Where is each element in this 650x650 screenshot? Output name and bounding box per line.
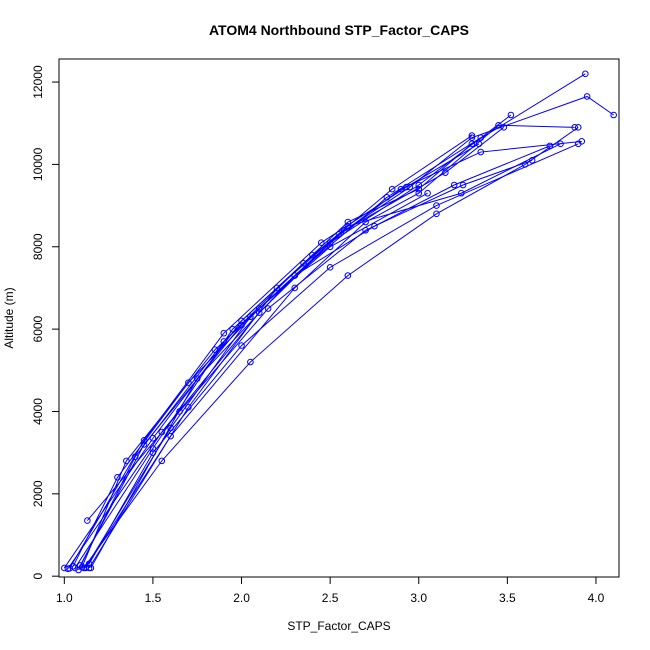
data-point <box>450 181 458 189</box>
series-layer <box>61 70 617 574</box>
data-point <box>415 189 423 197</box>
series-line <box>85 126 505 568</box>
x-axis-label: STP_Factor_CAPS <box>287 619 390 633</box>
data-point <box>582 70 589 78</box>
data-point <box>371 222 378 230</box>
data-point <box>273 284 281 292</box>
data-point <box>255 309 263 316</box>
data-point <box>167 432 174 440</box>
y-axis: 0 2000 4000 6000 8000 10000 12000 <box>31 65 60 580</box>
data-point <box>574 140 582 148</box>
x-axis: 1.0 1.5 2.0 2.5 3.0 3.5 4.0 <box>56 576 605 605</box>
y-tick-label: 10000 <box>31 147 45 181</box>
data-point <box>500 124 508 131</box>
data-point <box>220 338 228 345</box>
data-point <box>610 111 617 119</box>
x-tick-label: 2.0 <box>233 591 250 605</box>
series-line <box>72 192 428 567</box>
series-line <box>90 145 551 569</box>
data-point <box>507 111 515 119</box>
data-point <box>341 226 348 234</box>
series-line <box>88 143 561 569</box>
data-point <box>546 142 554 150</box>
data-point <box>82 564 89 571</box>
data-point <box>459 181 467 189</box>
data-point <box>264 305 272 312</box>
data-point <box>255 305 263 312</box>
data-point <box>344 272 352 279</box>
data-point <box>114 474 121 481</box>
series-line <box>83 126 579 569</box>
data-point <box>149 449 157 456</box>
y-tick-label: 2000 <box>31 480 45 507</box>
data-point <box>238 342 245 349</box>
data-point <box>220 329 228 337</box>
data-point <box>85 560 93 568</box>
data-point <box>78 563 86 571</box>
data-point <box>433 210 440 218</box>
data-point <box>185 379 192 386</box>
y-tick-label: 4000 <box>31 398 45 425</box>
data-point <box>158 457 166 465</box>
data-point <box>66 565 73 572</box>
data-point <box>477 148 485 156</box>
data-point <box>247 313 254 321</box>
x-tick-label: 1.0 <box>56 591 73 605</box>
data-point <box>574 124 582 131</box>
y-tick-label: 8000 <box>31 233 45 260</box>
data-point <box>477 134 485 141</box>
data-point <box>123 457 130 465</box>
data-point <box>84 517 91 524</box>
data-point <box>468 132 476 139</box>
data-point <box>403 183 410 191</box>
data-point <box>140 436 148 444</box>
chart-title: ATOM4 Northbound STP_Factor_CAPS <box>209 22 469 38</box>
data-point <box>433 202 440 209</box>
data-point <box>229 325 236 333</box>
y-tick-label: 0 <box>31 573 45 580</box>
y-tick-label: 6000 <box>31 315 45 342</box>
data-point <box>528 156 536 164</box>
data-point <box>442 169 449 176</box>
data-point <box>149 434 157 442</box>
x-tick-label: 4.0 <box>588 591 605 605</box>
data-point <box>468 140 476 148</box>
data-point <box>388 185 396 193</box>
y-axis-label: Altitude (m) <box>2 287 16 348</box>
x-tick-label: 3.5 <box>499 591 516 605</box>
data-point <box>583 93 591 100</box>
data-point <box>424 189 431 197</box>
data-point <box>247 358 254 366</box>
x-tick-label: 2.5 <box>322 591 339 605</box>
data-point <box>193 375 201 382</box>
y-tick-label: 12000 <box>31 65 45 99</box>
series-line <box>88 143 579 565</box>
data-point <box>291 284 298 292</box>
data-point <box>300 259 307 267</box>
x-tick-label: 1.5 <box>145 591 162 605</box>
series-line <box>69 143 480 569</box>
series-line <box>74 140 582 569</box>
data-point <box>317 239 325 246</box>
data-point <box>326 264 334 271</box>
data-point <box>309 251 316 259</box>
series-line <box>86 159 533 521</box>
x-tick-label: 3.0 <box>410 591 427 605</box>
